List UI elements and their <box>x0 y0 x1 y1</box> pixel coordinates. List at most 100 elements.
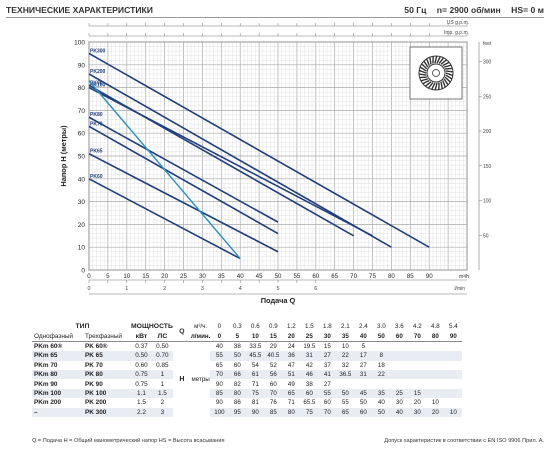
head-value: 60 <box>300 388 319 399</box>
imp-gpm-label: Imp. g.p.m. <box>444 30 469 36</box>
h-label-cell: H <box>172 340 191 417</box>
table-head-kw: кВт <box>135 332 148 340</box>
head-value: 22 <box>336 351 355 361</box>
curve-label-pk65: PK65 <box>90 149 103 155</box>
head-value: 19.5 <box>300 340 319 352</box>
curve-label-pk100: PK100 <box>90 83 106 89</box>
head-value: 20 <box>413 399 421 407</box>
power-kw: 0.75 <box>131 369 152 380</box>
head-value: 37 <box>323 361 331 369</box>
head-value: 75 <box>246 388 265 399</box>
l-min-tick-label: 6 <box>314 286 317 292</box>
x-tick-label: 60 <box>312 273 319 280</box>
head-value <box>444 351 463 361</box>
impeller-vane <box>434 55 438 64</box>
model-three: PK 300 <box>82 407 131 417</box>
power-hp: 1.5 <box>151 388 173 399</box>
q-label: Q <box>179 327 185 335</box>
curve-label-pk60: PK60 <box>90 174 103 180</box>
q-lmin-value: 35 <box>341 332 349 340</box>
y-tick-label: 30 <box>78 199 86 206</box>
head-value: 66 <box>228 369 247 380</box>
q-lmin-value: 25 <box>305 332 313 340</box>
head-value: 70 <box>210 369 229 380</box>
power-kw: 1.5 <box>137 399 146 407</box>
impeller-vane <box>429 57 432 65</box>
x-axis-label: Подача Q <box>261 296 296 305</box>
head-value: 50 <box>359 399 367 407</box>
l-min-tick-label: 0 <box>88 286 91 292</box>
x-tick-label: 80 <box>388 273 395 280</box>
head-value: 40.5 <box>264 351 283 361</box>
head-value: 90 <box>246 407 265 417</box>
head-value: 70 <box>318 407 337 417</box>
x-tick-label: 40 <box>237 273 244 280</box>
head-value: 41 <box>318 369 337 380</box>
head-value: 10 <box>431 399 439 407</box>
head-value: 70 <box>264 388 283 399</box>
spec-title: ТЕХНИЧЕСКИЕ ХАРАКТЕРИСТИКИ <box>6 5 153 15</box>
curve-pk100 <box>88 86 373 237</box>
head-value: 27 <box>323 380 331 388</box>
table-row: PKm 70 PK 70 0.60 0.85 65 60 54 52 47 42 37 32 27 18 <box>32 361 462 370</box>
power-kw: 1.1 <box>131 388 152 399</box>
head-value: 71 <box>251 380 259 388</box>
head-value <box>354 379 372 388</box>
q-m3-value: 0.3 <box>233 323 242 331</box>
table-head-power: МОЩНОСТЬ <box>131 323 173 331</box>
model-three: PK 100 <box>82 388 131 399</box>
model-single: PKm 90 <box>34 380 58 388</box>
head-value: 46 <box>300 369 319 380</box>
head-value <box>444 388 463 399</box>
suction-height-label: HS= 0 м <box>511 5 544 15</box>
head-value: 76 <box>269 399 277 407</box>
curve-label-pk90: PK90 <box>90 80 103 86</box>
head-value: 50 <box>372 407 391 417</box>
head-value <box>444 340 463 352</box>
impeller-vane <box>418 69 427 74</box>
head-value: 25 <box>390 388 409 399</box>
model-single: PKm 65 <box>32 351 82 361</box>
head-value <box>408 340 427 352</box>
x-tick-label: 20 <box>161 273 168 280</box>
y-tick-label: 70 <box>78 108 86 115</box>
head-value: 22 <box>372 369 391 380</box>
header-rule <box>6 17 544 18</box>
power-kw: 0.37 <box>131 340 152 352</box>
head-value: 81 <box>251 399 259 407</box>
model-three: PK 60® <box>82 340 131 352</box>
feet-tick-label: 150 <box>483 164 492 170</box>
units-lmin-label: л/мин. <box>190 332 211 340</box>
head-value: 80 <box>282 407 301 417</box>
curve-pk60 <box>88 178 241 260</box>
spec-header: ТЕХНИЧЕСКИЕ ХАРАКТЕРИСТИКИ 50 Гц n= 2900… <box>6 4 544 18</box>
q-m3-value: 2.4 <box>359 323 368 331</box>
l-min-tick-label: 2 <box>163 286 166 292</box>
q-lmin-value: 80 <box>431 332 439 340</box>
x-tick-label: 90 <box>426 273 433 280</box>
power-hp: 1 <box>160 380 165 388</box>
table-row: PKm 200 PK 200 1.5 2 90 86 81 76 71 65.5 60 55 50 40 3… <box>32 398 462 407</box>
table-row: PKm 100 PK 100 1.1 1.5 85 80 75 70 65 60 55 50 45 35 2… <box>32 388 463 399</box>
x-tick-label: 5 <box>106 273 110 280</box>
curve-pk70 <box>88 125 279 235</box>
curve-pk80 <box>88 116 279 223</box>
l-min-tick-label: 4 <box>239 286 242 292</box>
head-value: 15 <box>408 388 427 399</box>
head-value <box>444 361 462 370</box>
head-value: 40 <box>390 407 409 417</box>
head-value <box>372 340 391 352</box>
head-value: 30 <box>395 399 403 407</box>
impeller-vane <box>422 79 430 85</box>
head-value: 90 <box>215 380 223 388</box>
q-m3-value: 5.4 <box>449 323 458 331</box>
q-m3-value: 0.6 <box>251 323 260 331</box>
head-value: 10 <box>444 407 463 417</box>
impeller-vane <box>440 59 448 65</box>
performance-chart: US g.p.m.Imp. g.p.m.01020304050607080901… <box>59 20 492 305</box>
head-value: 30 <box>408 407 427 417</box>
head-value: 75 <box>300 407 319 417</box>
impeller-vane <box>420 78 429 82</box>
